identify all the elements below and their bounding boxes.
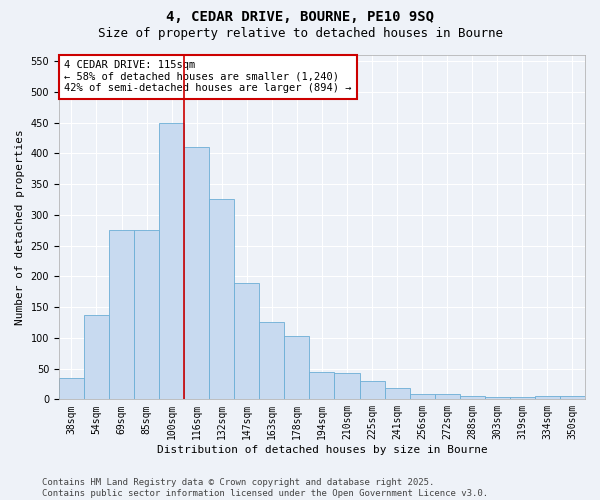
Bar bbox=[310, 372, 334, 400]
Text: Size of property relative to detached houses in Bourne: Size of property relative to detached ho… bbox=[97, 28, 503, 40]
Bar bbox=[259, 322, 284, 400]
Bar bbox=[234, 282, 259, 400]
Bar bbox=[109, 230, 134, 400]
Text: Contains HM Land Registry data © Crown copyright and database right 2025.
Contai: Contains HM Land Registry data © Crown c… bbox=[42, 478, 488, 498]
Text: 4, CEDAR DRIVE, BOURNE, PE10 9SQ: 4, CEDAR DRIVE, BOURNE, PE10 9SQ bbox=[166, 10, 434, 24]
Text: 4 CEDAR DRIVE: 115sqm
← 58% of detached houses are smaller (1,240)
42% of semi-d: 4 CEDAR DRIVE: 115sqm ← 58% of detached … bbox=[64, 60, 352, 94]
Y-axis label: Number of detached properties: Number of detached properties bbox=[15, 130, 25, 325]
Bar bbox=[510, 397, 535, 400]
Bar bbox=[434, 394, 460, 400]
Bar bbox=[460, 396, 485, 400]
Bar bbox=[485, 397, 510, 400]
Bar bbox=[84, 315, 109, 400]
X-axis label: Distribution of detached houses by size in Bourne: Distribution of detached houses by size … bbox=[157, 445, 487, 455]
Bar bbox=[209, 200, 234, 400]
Bar bbox=[359, 381, 385, 400]
Bar bbox=[284, 336, 310, 400]
Bar bbox=[159, 122, 184, 400]
Bar bbox=[385, 388, 410, 400]
Bar bbox=[410, 394, 434, 400]
Bar bbox=[184, 147, 209, 400]
Bar bbox=[59, 378, 84, 400]
Bar bbox=[334, 373, 359, 400]
Bar bbox=[560, 396, 585, 400]
Bar bbox=[535, 396, 560, 400]
Bar bbox=[134, 230, 159, 400]
